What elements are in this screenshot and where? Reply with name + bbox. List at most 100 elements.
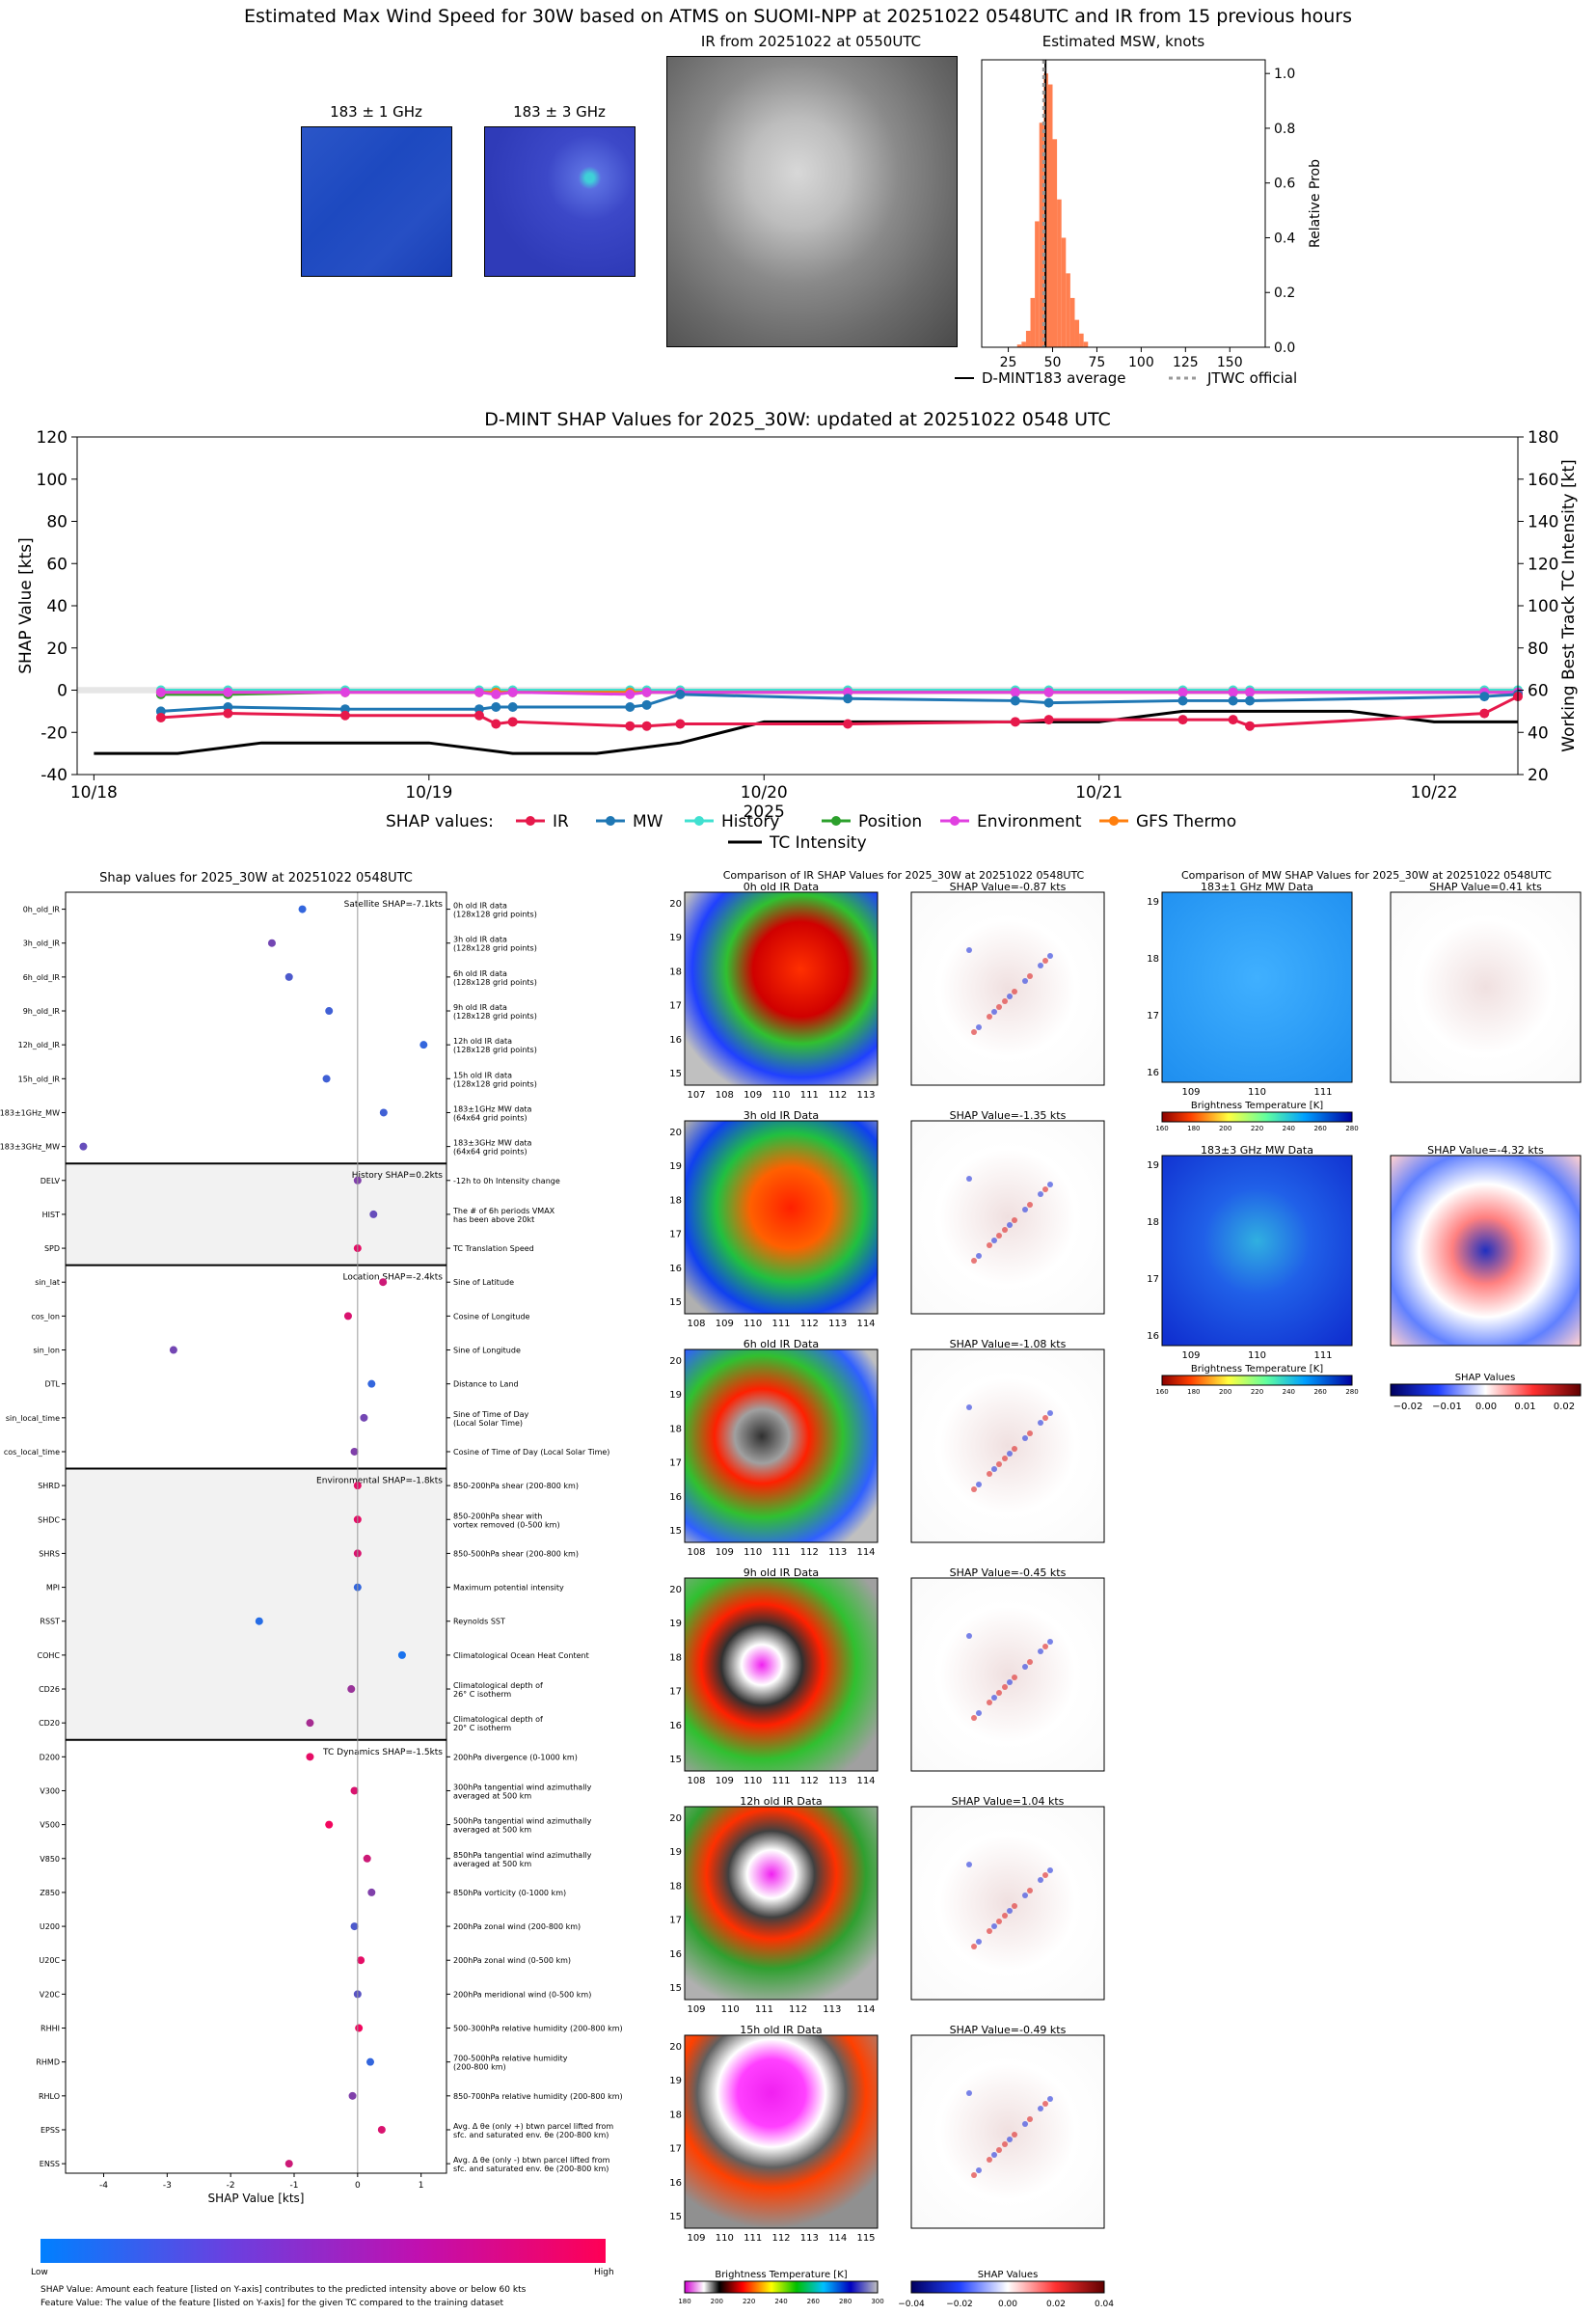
ir-image <box>684 891 879 1086</box>
feature-point <box>169 1346 177 1354</box>
feature-description: 200hPa meridional wind (0-500 km) <box>453 1990 591 1999</box>
shap-blob <box>1022 1435 1028 1441</box>
x-tick-label: 100 <box>1128 355 1154 370</box>
mw-bt-tick: 180 <box>1187 1125 1200 1132</box>
legend-label: Environment <box>977 812 1082 831</box>
shap-blob <box>996 1690 1002 1696</box>
series-point <box>675 689 686 699</box>
ir-x-tick: 111 <box>744 2233 762 2244</box>
histogram-bar <box>1083 341 1089 347</box>
shap-blob <box>971 1486 977 1492</box>
feature-name: V850 <box>40 1855 60 1864</box>
shap-blob <box>1027 973 1033 979</box>
feature-point <box>379 1108 388 1117</box>
legend-marker <box>694 816 704 826</box>
x-tick-label: -4 <box>99 2181 108 2191</box>
feature-name: DTL <box>44 1380 60 1389</box>
feature-name: HIST <box>42 1211 60 1219</box>
x-tick-label: 10/18 <box>70 783 118 803</box>
ir-x-tick: 113 <box>800 2233 819 2244</box>
series-point <box>507 717 518 727</box>
feature-description: vortex removed (0-500 km) <box>453 1520 560 1529</box>
ir-shap-colorbar-label: SHAP Values <box>978 2270 1039 2280</box>
shap-blob <box>1042 1872 1048 1878</box>
ir-y-tick: 18 <box>669 1881 682 1892</box>
ir-shap-image <box>910 2034 1105 2229</box>
feature-point <box>355 2024 364 2032</box>
feature-description: (128x128 grid points) <box>453 1012 537 1021</box>
series-point <box>1010 687 1020 697</box>
histogram-bar <box>1074 319 1080 347</box>
series-point <box>1043 697 1054 708</box>
ir-y-tick: 20 <box>669 2042 682 2053</box>
feature-name: EPSS <box>41 2126 60 2135</box>
feature-point <box>363 1854 371 1863</box>
x-axis-label: SHAP Value [kts] <box>208 2192 305 2205</box>
legend-label: History <box>721 812 779 831</box>
ir-shap-tick: −0.02 <box>946 2300 973 2309</box>
ir-y-tick: 17 <box>669 1230 682 1240</box>
feature-name: 183±1GHz_MW <box>0 1108 60 1117</box>
series-point <box>1010 717 1020 727</box>
ir-y-tick: 15 <box>669 1297 682 1308</box>
shap-blob <box>1007 2137 1013 2142</box>
histogram-bar <box>1079 333 1084 347</box>
ir-x-tick: 109 <box>716 1776 734 1786</box>
feature-description: Sine of Latitude <box>453 1278 514 1287</box>
histogram-bar <box>1035 221 1040 347</box>
feature-description: 3h old IR data <box>453 936 507 944</box>
mw-shap-image <box>1390 1155 1582 1347</box>
feature-name: SHDC <box>38 1515 60 1524</box>
feature-description: 6h old IR data <box>453 969 507 978</box>
ir-y-tick: 20 <box>669 899 682 910</box>
shap-blob <box>996 1461 1002 1467</box>
series-point <box>641 721 652 731</box>
shap-blob <box>1042 958 1048 964</box>
shap-blob <box>1042 1415 1048 1421</box>
y-tick-label: -40 <box>41 766 68 785</box>
ir-y-tick: 17 <box>669 1687 682 1698</box>
shap-blob <box>1012 989 1017 994</box>
legend-label: Position <box>858 812 922 831</box>
mw-bt-tick: 200 <box>1219 1388 1231 1396</box>
ir-x-tick: 114 <box>856 2004 875 2015</box>
feature-point <box>79 1142 88 1151</box>
x-tick-label: 75 <box>1089 355 1106 370</box>
feature-description: (128x128 grid points) <box>453 944 537 953</box>
ir-x-tick: 114 <box>856 1319 875 1329</box>
shap-blob <box>1038 1191 1043 1197</box>
y-tick-label: -20 <box>41 723 68 743</box>
feature-point <box>350 1786 359 1795</box>
ir-x-tick: 112 <box>771 2233 790 2244</box>
shap-blob <box>971 1944 977 1949</box>
feature-name: COHC <box>38 1651 61 1660</box>
feature-description: 850-200hPa shear with <box>453 1512 542 1520</box>
feature-description: (200-800 km) <box>453 2063 506 2072</box>
y2-tick-label: 40 <box>1528 723 1549 743</box>
ir-x-tick: 114 <box>856 1547 875 1558</box>
feature-name: V500 <box>40 1821 60 1830</box>
feature-point <box>419 1041 428 1049</box>
feature-frame <box>65 891 447 2174</box>
shap-blob <box>1022 1207 1028 1212</box>
feature-point <box>350 1447 359 1456</box>
ir-bt-tick: 180 <box>678 2298 690 2305</box>
ir-x-tick: 108 <box>687 1547 705 1558</box>
feature-shap-chart: Shap values for 2025_30W at 20251022 054… <box>0 871 623 2205</box>
histogram-title: Estimated MSW, knots <box>1042 33 1205 50</box>
feature-description: 850-500hPa shear (200-800 km) <box>453 1549 579 1558</box>
mw-shap-tick: −0.02 <box>1393 1402 1423 1412</box>
series-point <box>155 687 166 697</box>
feature-description: 850-700hPa relative humidity (200-800 km… <box>453 2092 623 2101</box>
ir-bt-tick: 300 <box>871 2298 883 2305</box>
y-tick-label: 0.6 <box>1274 177 1295 192</box>
feature-description: has been above 20kt <box>453 1215 534 1224</box>
mw-shap-label: SHAP Value=-4.32 kts <box>1427 1144 1544 1157</box>
series-point <box>1177 695 1188 706</box>
histogram-bar <box>1021 341 1026 347</box>
feature-name: SHRD <box>38 1482 60 1490</box>
shap-blob <box>1022 2121 1028 2127</box>
shap-blob <box>987 1242 992 1248</box>
shap-blob <box>966 2090 972 2096</box>
mw-bt-tick: 220 <box>1251 1125 1263 1132</box>
